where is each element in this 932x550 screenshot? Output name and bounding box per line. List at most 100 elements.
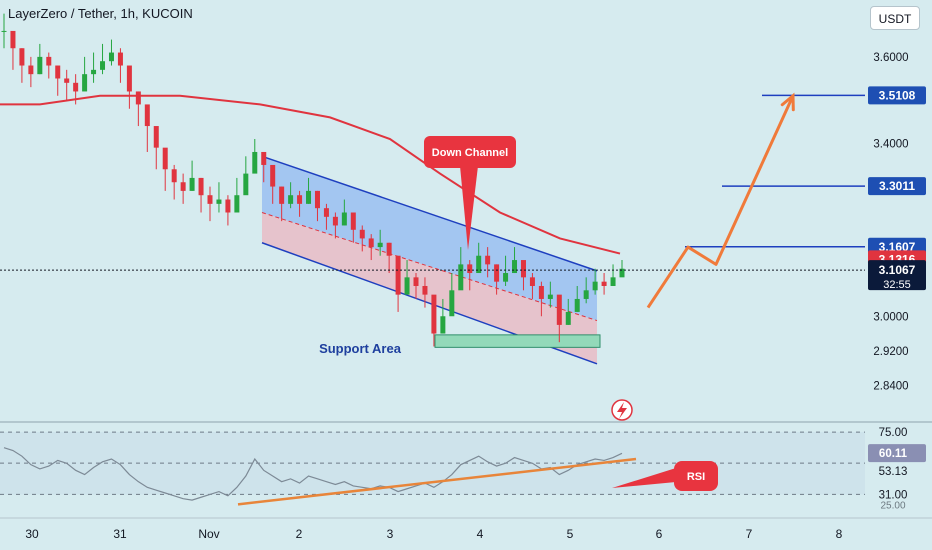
price-tick-label: 3.6000 [873, 52, 908, 64]
channel-lower-fill [262, 212, 597, 364]
candle-body [180, 182, 186, 191]
candle-body [440, 316, 446, 334]
time-tick-label: 7 [746, 527, 753, 541]
candle-body [135, 91, 141, 105]
down-channel-label: Down Channel [432, 147, 508, 159]
candle-body [512, 260, 518, 274]
price-tick-label: 3.0000 [873, 311, 908, 323]
price-tick-label: 2.8400 [873, 380, 908, 392]
time-tick-label: Nov [198, 527, 219, 541]
moving-average-line [0, 94, 621, 255]
candle-body [538, 285, 544, 299]
candle-body [431, 294, 437, 334]
candle-body [413, 277, 419, 286]
candle-body [28, 65, 34, 75]
candle-body [377, 242, 383, 248]
time-tick-label: 3 [387, 527, 394, 541]
candle-body [279, 186, 285, 204]
candle-body [171, 169, 177, 183]
candle-body [341, 212, 347, 226]
down-channel-callout-box [424, 136, 516, 168]
price-label-tag [868, 260, 926, 291]
rsi-callout-box [674, 461, 718, 491]
candle-body [529, 277, 535, 286]
currency-button[interactable]: USDT [870, 6, 920, 30]
time-tick-label: 31 [113, 527, 127, 541]
rsi-callout-pointer [612, 468, 676, 488]
candle-body [126, 65, 132, 92]
candle-body [288, 195, 294, 204]
rsi-line [3, 447, 623, 501]
candle-body [314, 190, 320, 209]
candle-body [55, 65, 61, 79]
candle-body [368, 238, 374, 248]
candle-body [422, 285, 428, 295]
time-tick-label: 4 [477, 527, 484, 541]
rsi-tick-label: 53.13 [879, 466, 908, 478]
support-area-label-bg [312, 338, 408, 358]
candle-body [610, 277, 616, 286]
candle-body [350, 212, 356, 230]
candle-body [1, 30, 7, 32]
candle-body [476, 255, 482, 274]
channel-upper-fill [262, 156, 597, 321]
projection-path [646, 95, 795, 309]
candle-body [404, 277, 410, 295]
price-label-text: 3.1607 [879, 240, 916, 254]
candle-body [73, 82, 79, 92]
projection-arrowhead [780, 92, 795, 112]
candle-body [270, 164, 276, 187]
candle-body [261, 151, 267, 165]
price-label-text: 3.3011 [879, 179, 915, 193]
candle-body [37, 56, 43, 75]
price-tick-label: 3.4000 [873, 138, 908, 150]
time-tick-label: 6 [656, 527, 663, 541]
candle-body [207, 195, 213, 204]
down-channel-callout-pointer [460, 166, 478, 250]
candle-body [100, 61, 106, 70]
candle-body [19, 48, 25, 66]
candle-body [82, 74, 88, 92]
candle-body [198, 177, 204, 196]
candle-body [117, 52, 123, 66]
chart-title: LayerZero / Tether, 1h, KUCOIN [8, 6, 193, 21]
candle-body [91, 69, 97, 75]
candle-body [108, 52, 114, 62]
rsi-label: RSI [687, 471, 705, 483]
price-label-tag [868, 86, 926, 105]
candle-body [485, 255, 491, 265]
candle-body [458, 264, 464, 291]
candle-body [467, 264, 473, 274]
price-label-tag [868, 177, 926, 196]
time-tick-label: 5 [567, 527, 574, 541]
candle-body [592, 281, 598, 291]
bolt-icon [617, 402, 627, 419]
candle-body [46, 56, 52, 66]
candle-body [64, 78, 70, 83]
rsi-current-label: 60.11 [879, 448, 908, 460]
candle-body [601, 281, 607, 286]
candle-body [359, 229, 365, 239]
candle-body [386, 242, 392, 256]
candle-body [216, 199, 222, 204]
candle-body [162, 147, 168, 170]
price-label-text: 3.1067 [879, 263, 916, 277]
time-tick-label: 2 [296, 527, 303, 541]
candle-body [503, 273, 509, 282]
candle-body [565, 311, 571, 325]
candle-body [494, 264, 500, 282]
channel-middle-line [261, 212, 598, 322]
candle-body [225, 199, 231, 213]
candle-body [547, 294, 553, 299]
rsi-trendline [237, 457, 637, 506]
rsi-tick-label: 75.00 [879, 427, 908, 439]
rsi-tick-label: 25.00 [880, 500, 905, 511]
price-tick-label: 2.9200 [873, 346, 908, 358]
time-tick-label: 8 [836, 527, 843, 541]
candle-body [189, 177, 195, 191]
candle-body [449, 290, 455, 317]
support-area-box [434, 334, 601, 348]
candle-body [332, 216, 338, 226]
candle-body [234, 195, 240, 213]
